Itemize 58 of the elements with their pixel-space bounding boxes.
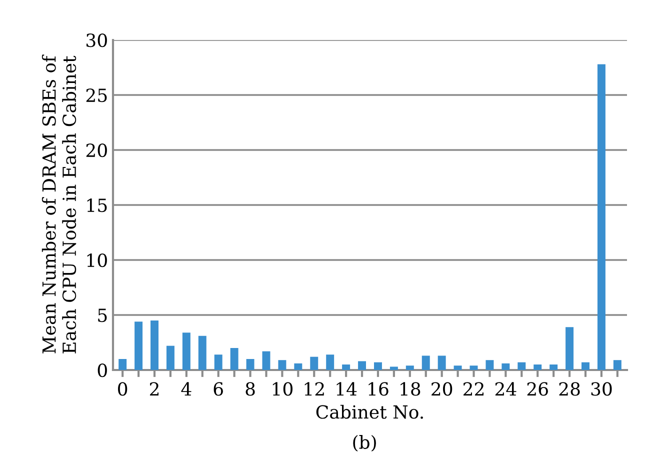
y-tick-label: 30 [86, 33, 107, 48]
bar [502, 363, 510, 370]
x-tick-label: 12 [304, 382, 324, 396]
bar [310, 356, 318, 370]
bar [390, 366, 398, 370]
x-axis-title: Cabinet No. [316, 404, 423, 419]
bar [118, 359, 127, 370]
x-tick-label: 18 [400, 382, 420, 396]
x-tick-label: 10 [272, 382, 292, 396]
bar [374, 362, 382, 370]
y-tick-label: 0 [98, 363, 107, 378]
bar [613, 360, 622, 370]
bar [470, 366, 478, 370]
bar [566, 327, 574, 370]
x-tick-label: 22 [463, 382, 484, 396]
bar [422, 356, 430, 370]
bar [262, 351, 270, 370]
bar [486, 360, 494, 370]
bar [150, 320, 158, 370]
x-tick-label: 24 [495, 382, 516, 396]
bar [246, 359, 254, 370]
x-tick-label: 4 [181, 382, 192, 396]
bar [326, 354, 334, 370]
bar [582, 362, 590, 370]
bar [214, 354, 222, 370]
bar [230, 348, 238, 370]
x-tick-label: 20 [432, 382, 452, 396]
x-tick-label: 6 [214, 382, 223, 396]
x-tick-label: 2 [150, 382, 158, 396]
bar [198, 336, 206, 370]
y-tick-label: 20 [86, 143, 107, 158]
bar [358, 361, 366, 370]
x-tick-label: 14 [336, 382, 357, 396]
bar [166, 346, 174, 370]
bar [182, 332, 190, 370]
bar [597, 64, 606, 370]
y-tick-label: 15 [87, 198, 107, 212]
bar [550, 364, 558, 370]
x-tick-label: 28 [559, 382, 580, 396]
bar [278, 360, 286, 370]
y-tick-label: 10 [87, 253, 107, 268]
bar [534, 364, 542, 370]
bar [342, 364, 350, 370]
bar [518, 362, 526, 370]
bar [454, 366, 462, 370]
x-tick-label: 26 [527, 382, 548, 396]
y-axis-title: Mean Number of DRAM SBEs of Each CPU Node in Each Cabinet [42, 54, 76, 354]
x-tick-label: 30 [591, 382, 612, 396]
text: (b) [353, 435, 376, 452]
bar [294, 363, 302, 370]
bar [438, 356, 446, 370]
x-tick-label: 0 [118, 382, 128, 396]
y-tick-label: 25 [86, 88, 107, 102]
x-tick-label: 8 [246, 382, 255, 396]
y-tick-label: 5 [98, 308, 107, 322]
bar [134, 322, 143, 370]
x-tick-label: 16 [368, 382, 388, 396]
bar [406, 366, 414, 370]
